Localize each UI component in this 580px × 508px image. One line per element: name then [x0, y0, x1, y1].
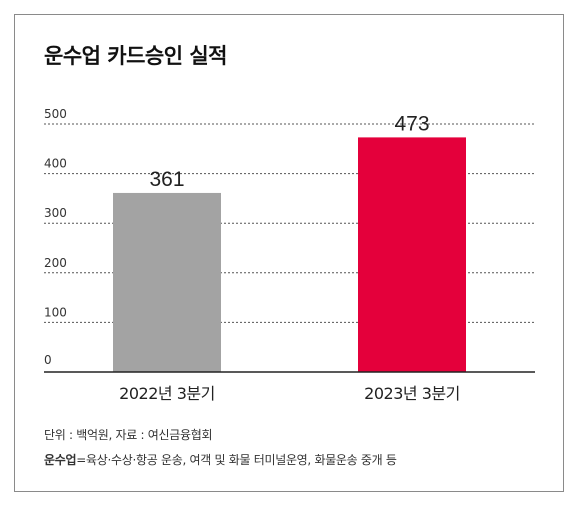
y-axis-ticks: 0 100 200 300 400 500 [44, 107, 67, 367]
data-label-0: 361 [149, 168, 184, 191]
y-tick-label-200: 200 [44, 256, 67, 270]
y-tick-label-100: 100 [44, 305, 67, 319]
x-tick-label-1: 2023년 3분기 [364, 384, 460, 403]
chart-title: 운수업 카드승인 실적 [44, 44, 228, 68]
y-tick-label-400: 400 [44, 157, 67, 171]
definition-term: 운수업 [44, 453, 77, 467]
bars [113, 137, 466, 372]
chart-frame [14, 14, 564, 492]
bar-1 [358, 137, 466, 372]
unit-source-note: 단위 : 백억원, 자료 : 여신금융협회 [44, 428, 213, 442]
y-tick-label-300: 300 [44, 206, 67, 220]
bar-0 [113, 192, 221, 372]
definition-note: 운수업=육상·수상·항공 운송, 여객 및 화물 터미널운영, 화물운송 중개 … [44, 451, 397, 468]
y-tick-label-500: 500 [44, 107, 67, 121]
x-tick-label-0: 2022년 3분기 [119, 384, 215, 403]
y-tick-label-0: 0 [44, 353, 52, 367]
data-labels: 361 473 [149, 112, 429, 191]
data-label-1: 473 [394, 112, 429, 135]
definition-text: =육상·수상·항공 운송, 여객 및 화물 터미널운영, 화물운송 중개 등 [76, 453, 397, 467]
x-axis-ticks: 2022년 3분기 2023년 3분기 [119, 384, 460, 403]
